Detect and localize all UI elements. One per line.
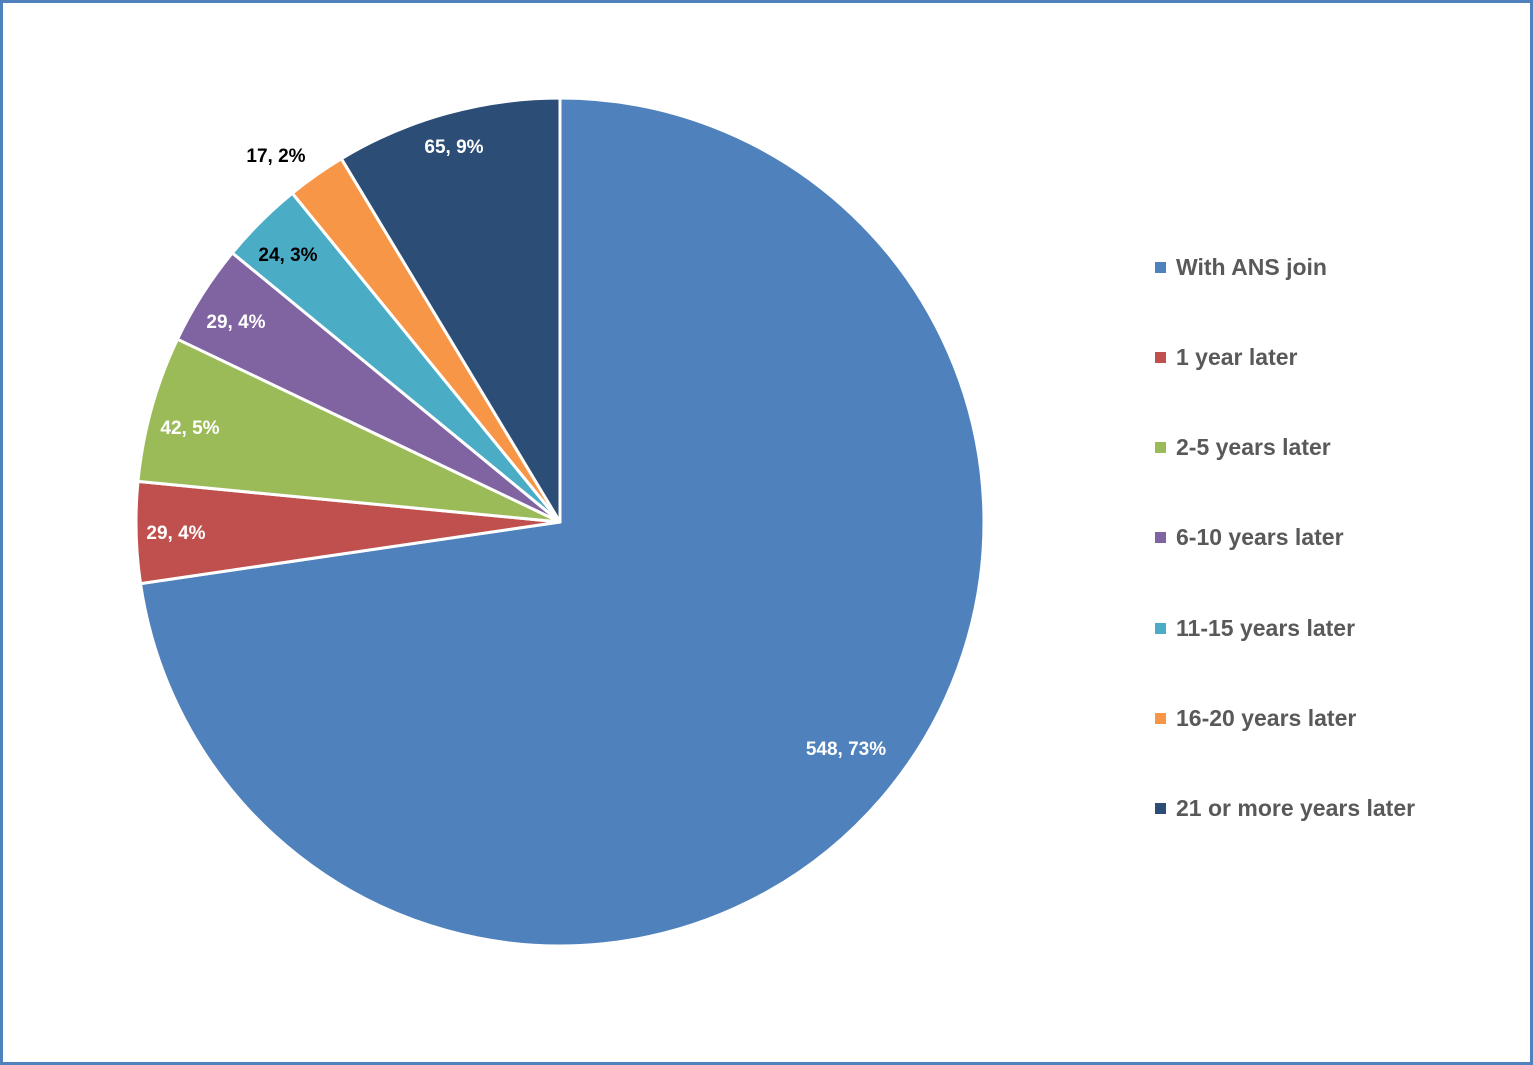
legend-label: With ANS join [1176,253,1327,280]
data-label: 24, 3% [258,245,317,266]
legend-item-6-10-years-later: 6-10 years later [1155,518,1515,558]
data-label: 29, 4% [146,523,205,544]
legend-item-16-20-years-later: 16-20 years later [1155,698,1515,738]
legend-item-2-5-years-later: 2-5 years later [1155,428,1515,468]
legend-swatch [1155,261,1166,273]
pie-slice-21-or-more-years-later [339,96,562,524]
legend-swatch [1155,622,1166,634]
legend-item-with-ans-join: With ANS join [1155,247,1515,287]
legend-label: 2-5 years later [1176,434,1331,461]
legend-item-11-15-years-later: 11-15 years later [1155,608,1515,648]
legend-swatch [1155,712,1166,724]
legend-swatch [1155,442,1166,454]
legend-swatch [1155,351,1166,363]
pie-slice-2-5-years-later [136,337,562,524]
data-label: 65, 9% [424,137,483,158]
legend-label: 11-15 years later [1176,614,1356,641]
legend-item-21-or-more-years-later: 21 or more years later [1155,789,1515,829]
legend-label: 6-10 years later [1176,524,1344,551]
data-label: 42, 5% [160,418,219,439]
legend-swatch [1155,803,1166,815]
legend-label: 16-20 years later [1176,704,1357,731]
legend-swatch [1155,532,1166,544]
legend-label: 1 year later [1176,343,1298,370]
legend-item-1-year-later: 1 year later [1155,337,1515,377]
data-label: 17, 2% [246,146,305,167]
legend: With ANS join 1 year later 2-5 years lat… [1155,247,1515,879]
pie-slice-with-ans-join [139,96,986,948]
legend-label: 21 or more years later [1176,795,1416,822]
data-label: 548, 73% [806,739,886,760]
data-label: 29, 4% [206,312,265,333]
